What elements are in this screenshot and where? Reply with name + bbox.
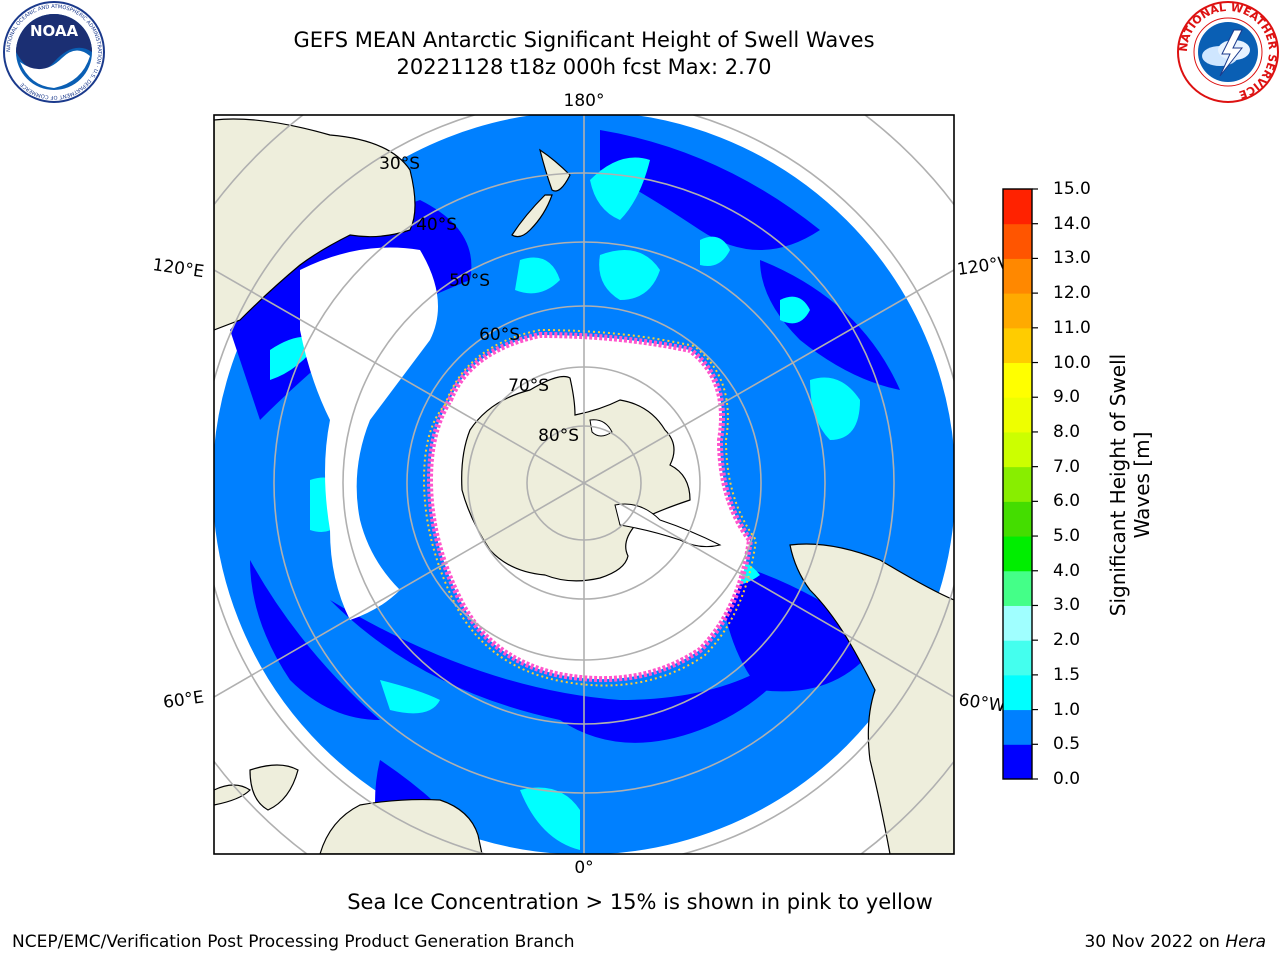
lat-label-70s: 70°S [508,376,549,396]
colorbar-segment [1003,570,1032,606]
map-title: GEFS MEAN Antarctic Significant Height o… [293,28,875,52]
colorbar-tick-label: 1.0 [1053,699,1081,720]
colorbar-tick-label: 0.5 [1053,734,1081,755]
colorbar-tick-label: 2.0 [1053,630,1081,651]
colorbar [1002,188,1038,780]
colorbar-tick-label: 13.0 [1053,248,1091,269]
lat-label-50s: 50°S [449,271,490,291]
colorbar-segment [1003,640,1032,676]
colorbar-tick-label: 8.0 [1053,421,1081,442]
colorbar-tick-label: 3.0 [1053,595,1081,616]
colorbar-tick-label: 0.0 [1053,769,1081,789]
colorbar-segment [1003,431,1032,468]
colorbar-segment [1003,605,1032,641]
lon-label-60w: 60°W [957,690,1006,716]
lat-label-80s: 80°S [538,426,579,446]
footer-date: 30 Nov 2022 on Hera [1084,932,1266,952]
lat-label-60s: 60°S [479,325,520,345]
lon-label-180: 180° [564,91,605,111]
colorbar-tick-label: 12.0 [1053,283,1091,304]
colorbar-segment [1003,709,1032,745]
colorbar-segment [1003,258,1032,294]
colorbar-label: Significant Height of Swell Waves [m] [1106,353,1154,617]
nws-logo: NATIONAL WEATHER SERVICE [1177,1,1279,103]
footer-date-text: 30 Nov 2022 on [1084,932,1220,952]
colorbar-segment [1003,536,1032,572]
sea-ice-edge [426,331,754,683]
colorbar-tick-label: 15.0 [1053,179,1091,199]
colorbar-segment [1003,362,1032,398]
colorbar-segment [1003,223,1032,259]
lon-label-120e: 120°E [151,255,205,282]
colorbar-segment [1003,293,1032,329]
colorbar-tick-label: 5.0 [1053,526,1081,547]
footer-host: Hera [1225,932,1266,952]
colorbar-segment [1003,189,1032,225]
colorbar-segment [1003,466,1032,502]
colorbar-border [1002,188,1033,780]
colorbar-tick-label: 6.0 [1053,491,1081,512]
lon-label-0: 0° [574,858,593,878]
colorbar-segment [1003,501,1032,537]
lon-label-60e: 60°E [162,687,205,712]
colorbar-tick-label: 7.0 [1053,456,1081,477]
colorbar-tick-label: 10.0 [1053,352,1091,373]
map-border [213,114,955,855]
lat-label-30s: 30°S [379,154,420,174]
colorbar-segment [1003,397,1032,433]
colorbar-tick-label: 14.0 [1053,213,1091,234]
sea-ice-caption: Sea Ice Concentration > 15% is shown in … [347,890,933,914]
colorbar-tick-label: 9.0 [1053,387,1081,408]
svg-text:NOAA: NOAA [30,22,79,40]
meridians [214,115,954,854]
footer-branch: NCEP/EMC/Verification Post Processing Pr… [12,932,575,952]
colorbar-segment [1003,744,1032,780]
colorbar-segment [1003,327,1032,364]
colorbar-tick-label: 11.0 [1053,317,1091,338]
colorbar-tick-label: 1.5 [1053,664,1081,685]
sea-ice [300,247,438,620]
map-subtitle: 20221128 t18z 000h fcst Max: 2.70 [396,55,772,79]
colorbar-tick-label: 4.0 [1053,560,1081,581]
colorbar-segment [1003,674,1032,711]
noaa-logo: NOAA NATIONAL OCEANIC AND ATMOSPHERIC AD… [3,1,105,103]
lat-label-40s: 40°S [416,215,457,235]
